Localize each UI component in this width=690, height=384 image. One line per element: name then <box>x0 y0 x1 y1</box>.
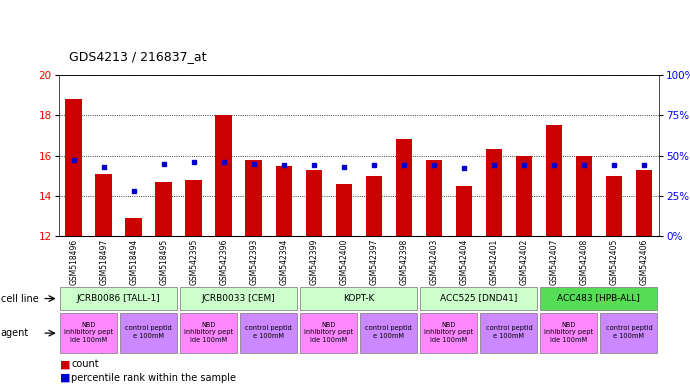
Bar <box>120 313 177 353</box>
Bar <box>426 160 442 236</box>
Bar <box>246 160 262 236</box>
Bar <box>186 180 202 236</box>
Bar <box>635 170 652 236</box>
Bar <box>546 125 562 236</box>
Bar <box>300 313 357 353</box>
Bar <box>240 313 297 353</box>
Bar <box>540 287 658 310</box>
Text: ACC525 [DND41]: ACC525 [DND41] <box>440 293 518 303</box>
Bar <box>515 156 532 236</box>
Text: NBD
inhibitory pept
ide 100mM: NBD inhibitory pept ide 100mM <box>184 322 233 343</box>
Bar <box>155 182 172 236</box>
Bar <box>126 218 142 236</box>
Bar <box>300 287 417 310</box>
Text: NBD
inhibitory pept
ide 100mM: NBD inhibitory pept ide 100mM <box>64 322 113 343</box>
Text: ■: ■ <box>60 372 70 383</box>
Text: KOPT-K: KOPT-K <box>343 293 375 303</box>
Text: GDS4213 / 216837_at: GDS4213 / 216837_at <box>69 50 206 63</box>
Bar <box>180 313 237 353</box>
Text: ■: ■ <box>60 359 70 369</box>
Text: percentile rank within the sample: percentile rank within the sample <box>71 372 236 383</box>
Text: control peptid
e 100mM: control peptid e 100mM <box>126 326 172 339</box>
Bar <box>60 287 177 310</box>
Bar <box>455 186 472 236</box>
Text: NBD
inhibitory pept
ide 100mM: NBD inhibitory pept ide 100mM <box>424 322 473 343</box>
Text: NBD
inhibitory pept
ide 100mM: NBD inhibitory pept ide 100mM <box>304 322 353 343</box>
Bar <box>600 313 658 353</box>
Text: JCRB0086 [TALL-1]: JCRB0086 [TALL-1] <box>77 293 161 303</box>
Text: control peptid
e 100mM: control peptid e 100mM <box>366 326 412 339</box>
Bar <box>180 287 297 310</box>
Text: count: count <box>71 359 99 369</box>
Bar <box>335 184 352 236</box>
Bar <box>486 149 502 236</box>
Bar <box>215 115 232 236</box>
Bar <box>66 99 82 236</box>
Text: JCRB0033 [CEM]: JCRB0033 [CEM] <box>202 293 275 303</box>
Bar <box>480 313 538 353</box>
Bar <box>95 174 112 236</box>
Bar <box>606 176 622 236</box>
Bar <box>306 170 322 236</box>
Text: agent: agent <box>1 328 29 338</box>
Bar <box>60 313 117 353</box>
Bar <box>275 166 292 236</box>
Text: control peptid
e 100mM: control peptid e 100mM <box>246 326 292 339</box>
Text: control peptid
e 100mM: control peptid e 100mM <box>486 326 532 339</box>
Bar <box>420 287 538 310</box>
Bar <box>366 176 382 236</box>
Bar <box>540 313 598 353</box>
Text: NBD
inhibitory pept
ide 100mM: NBD inhibitory pept ide 100mM <box>544 322 593 343</box>
Bar <box>360 313 417 353</box>
Text: control peptid
e 100mM: control peptid e 100mM <box>606 326 652 339</box>
Bar <box>395 139 412 236</box>
Bar <box>420 313 477 353</box>
Text: ACC483 [HPB-ALL]: ACC483 [HPB-ALL] <box>558 293 640 303</box>
Bar <box>575 156 592 236</box>
Text: cell line: cell line <box>1 293 39 304</box>
